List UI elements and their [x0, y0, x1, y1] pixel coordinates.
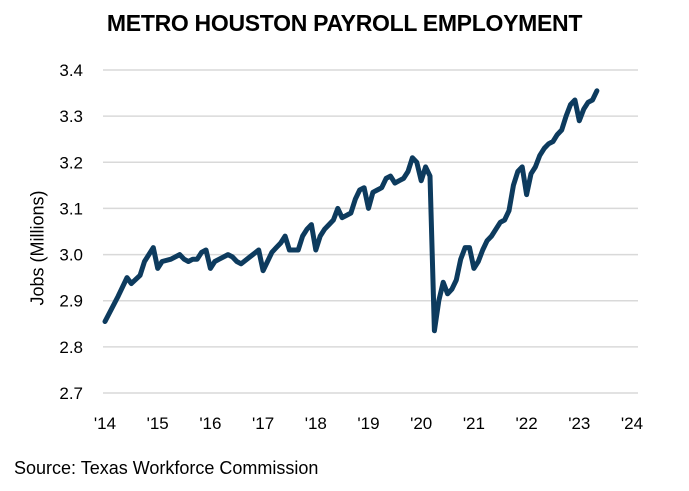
y-tick-label: 2.7 [59, 384, 83, 403]
x-tick-label: '18 [305, 414, 327, 433]
y-tick-label: 2.8 [59, 338, 83, 357]
source-note: Source: Texas Workforce Commission [14, 458, 319, 478]
x-tick-label: '20 [410, 414, 432, 433]
x-tick-label: '22 [516, 414, 538, 433]
y-tick-label: 3.1 [59, 199, 83, 218]
chart-title: METRO HOUSTON PAYROLL EMPLOYMENT [106, 10, 583, 36]
y-tick-label: 3.0 [59, 246, 83, 265]
x-tick-label: '16 [199, 414, 221, 433]
x-tick-label: '23 [568, 414, 590, 433]
x-tick-label: '21 [463, 414, 485, 433]
gridlines [103, 69, 638, 394]
y-axis-ticks: 2.7 2.8 2.9 3.0 3.1 3.2 3.3 3.4 [59, 61, 83, 403]
x-axis-ticks: '14 '15 '16 '17 '18 '19 '20 '21 '22 '23 '24 [94, 414, 643, 433]
x-tick-label: '19 [357, 414, 379, 433]
y-tick-label: 3.4 [59, 61, 83, 80]
x-tick-label: '14 [94, 414, 116, 433]
y-tick-label: 2.9 [59, 292, 83, 311]
x-tick-label: '15 [147, 414, 169, 433]
data-series [102, 88, 600, 334]
y-tick-label: 3.3 [59, 107, 83, 126]
x-tick-label: '17 [252, 414, 274, 433]
y-tick-label: 3.2 [59, 153, 83, 172]
x-tick-label: '24 [621, 414, 643, 433]
employment-line [102, 88, 600, 334]
